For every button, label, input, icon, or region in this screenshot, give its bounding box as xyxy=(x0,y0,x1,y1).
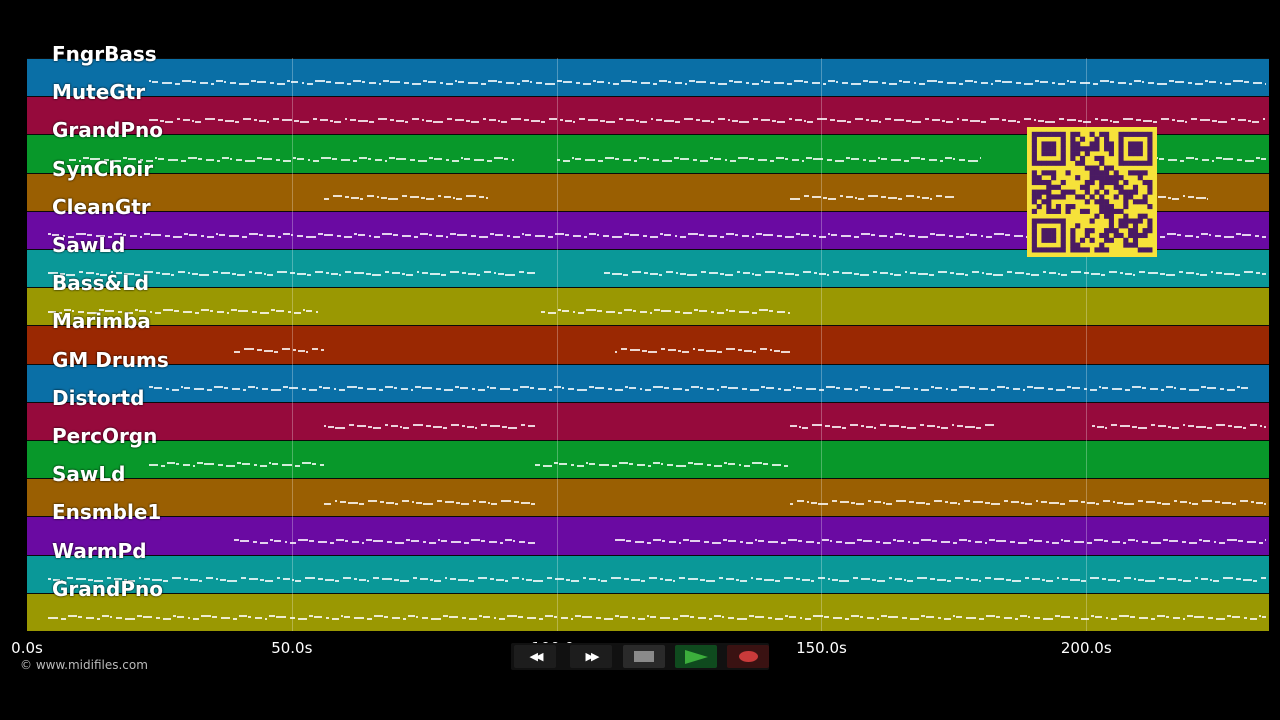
track-label: SawLd xyxy=(52,233,126,257)
track-label: MuteGtr xyxy=(52,80,146,105)
rewind-icon: ◀◀ xyxy=(529,650,544,663)
track-label: Marimba xyxy=(52,309,151,334)
track-label: SynChoir xyxy=(52,156,154,181)
qr-code xyxy=(1027,127,1157,257)
track-lane xyxy=(27,554,1269,593)
track-lane xyxy=(27,592,1269,631)
stop-icon xyxy=(634,651,654,662)
track-lane xyxy=(27,440,1269,479)
track-label: GM Drums xyxy=(52,347,169,372)
track-label: CleanGtr xyxy=(52,194,151,219)
track-lane xyxy=(27,363,1269,402)
watermark: © www.midifiles.com xyxy=(20,658,148,672)
track-label: GrandPno xyxy=(52,118,163,143)
fast-forward-button[interactable]: ▶▶ xyxy=(570,645,612,668)
track-lane xyxy=(27,478,1269,517)
time-gridline xyxy=(556,58,558,631)
fast-forward-icon: ▶▶ xyxy=(585,650,600,663)
rewind-button[interactable]: ◀◀ xyxy=(514,645,556,668)
record-icon xyxy=(738,651,758,662)
record-button[interactable] xyxy=(727,645,769,668)
track-lane xyxy=(27,287,1269,326)
time-tick-label: 50.0s xyxy=(271,639,313,657)
track-lane xyxy=(27,325,1269,364)
track-label: Ensmble1 xyxy=(52,500,162,525)
stop-button[interactable] xyxy=(623,645,665,668)
play-icon xyxy=(685,649,708,664)
track-label: Distortd xyxy=(52,385,145,410)
time-gridline xyxy=(291,58,293,631)
track-lane xyxy=(27,401,1269,440)
track-label: GrandPno xyxy=(52,576,163,601)
track-label: PercOrgn xyxy=(52,424,158,448)
time-tick-label: 0.0s xyxy=(11,639,43,657)
track-label: WarmPd xyxy=(52,538,147,563)
time-tick-label: 200.0s xyxy=(1060,639,1112,657)
track-label: Bass&Ld xyxy=(52,271,150,296)
time-tick-label: 150.0s xyxy=(796,639,847,657)
time-gridline xyxy=(1086,58,1088,631)
play-button[interactable] xyxy=(675,645,717,668)
track-lane xyxy=(27,516,1269,555)
track-lane xyxy=(27,58,1269,97)
track-label: SawLd xyxy=(52,462,126,487)
track-label: FngrBass xyxy=(52,42,157,66)
transport-bar: ◀◀ ▶▶ xyxy=(511,643,769,670)
time-gridline xyxy=(821,58,823,631)
